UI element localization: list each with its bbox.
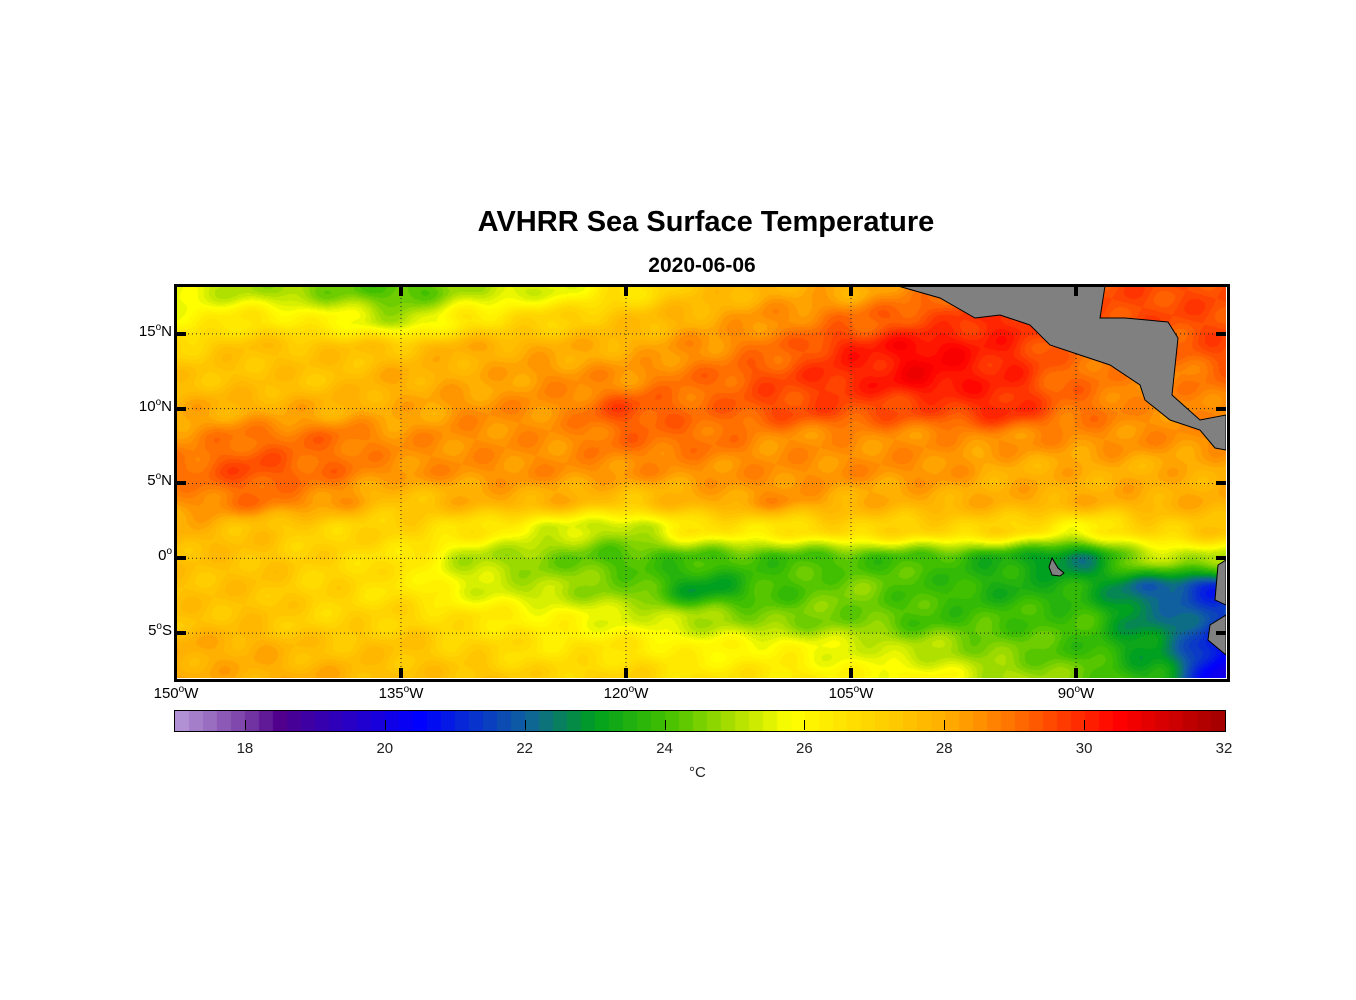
latitude-label: 0o	[158, 546, 172, 565]
longitude-label: 90oW	[1057, 684, 1095, 702]
sst-map	[176, 286, 1226, 678]
latitude-label: 5oN	[147, 471, 172, 490]
tick-mark	[849, 286, 853, 296]
sst-heatmap	[176, 286, 1226, 678]
longitude-label: 135oW	[378, 684, 424, 702]
tick-mark	[176, 481, 186, 486]
colorbar-gradient	[175, 711, 1225, 731]
tick-mark	[176, 331, 186, 336]
graticule	[176, 286, 1226, 678]
colorbar-tick	[1084, 720, 1086, 730]
latitude-label: 5oS	[148, 621, 172, 640]
land-south-america-north	[1214, 559, 1226, 606]
chart-title: AVHRR Sea Surface Temperature	[477, 206, 935, 238]
colorbar-tick	[244, 720, 246, 730]
longitude-label: 105oW	[828, 684, 874, 702]
tick-mark	[1216, 556, 1226, 561]
colorbar	[174, 710, 1226, 732]
colorbar-tick	[664, 720, 666, 730]
tick-mark	[1074, 286, 1078, 296]
latitude-label: 15oN	[138, 321, 172, 340]
tick-mark	[624, 668, 628, 678]
longitude-label: 150oW	[153, 684, 199, 702]
colorbar-tick	[804, 720, 806, 730]
colorbar-tick-label: 24	[656, 740, 673, 757]
land-central-america	[897, 286, 1226, 451]
land-galapagos	[1048, 556, 1065, 577]
longitude-label: 120oW	[603, 684, 649, 702]
land	[897, 286, 1226, 656]
tick-mark	[1216, 331, 1226, 336]
colorbar-tick-label: 22	[516, 740, 533, 757]
tick-mark	[1216, 481, 1226, 486]
tick-mark	[1074, 668, 1078, 678]
colorbar-tick	[524, 720, 526, 730]
tick-mark	[1216, 406, 1226, 411]
tick-mark	[176, 631, 186, 636]
colorbar-unit: °C	[689, 764, 706, 781]
colorbar-tick-label: 18	[236, 740, 254, 757]
colorbar-tick-label: 30	[1075, 740, 1093, 757]
colorbar-tick-label: 32	[1215, 740, 1233, 757]
tick-mark	[1216, 631, 1226, 636]
tick-mark	[849, 668, 853, 678]
colorbar-tick	[944, 720, 946, 730]
tick-mark	[176, 406, 186, 411]
latitude-label: 10oN	[138, 396, 172, 415]
colorbar-tick-label: 28	[935, 740, 953, 757]
tick-mark	[399, 286, 403, 296]
tick-mark	[399, 668, 403, 678]
map-overlay	[176, 286, 1226, 678]
tick-mark	[624, 286, 628, 296]
colorbar-tick-label: 20	[376, 740, 394, 757]
tick-mark	[176, 556, 186, 561]
colorbar-tick-label: 26	[796, 740, 813, 757]
colorbar-tick	[384, 720, 386, 730]
chart-subtitle: 2020-06-06	[648, 254, 756, 277]
